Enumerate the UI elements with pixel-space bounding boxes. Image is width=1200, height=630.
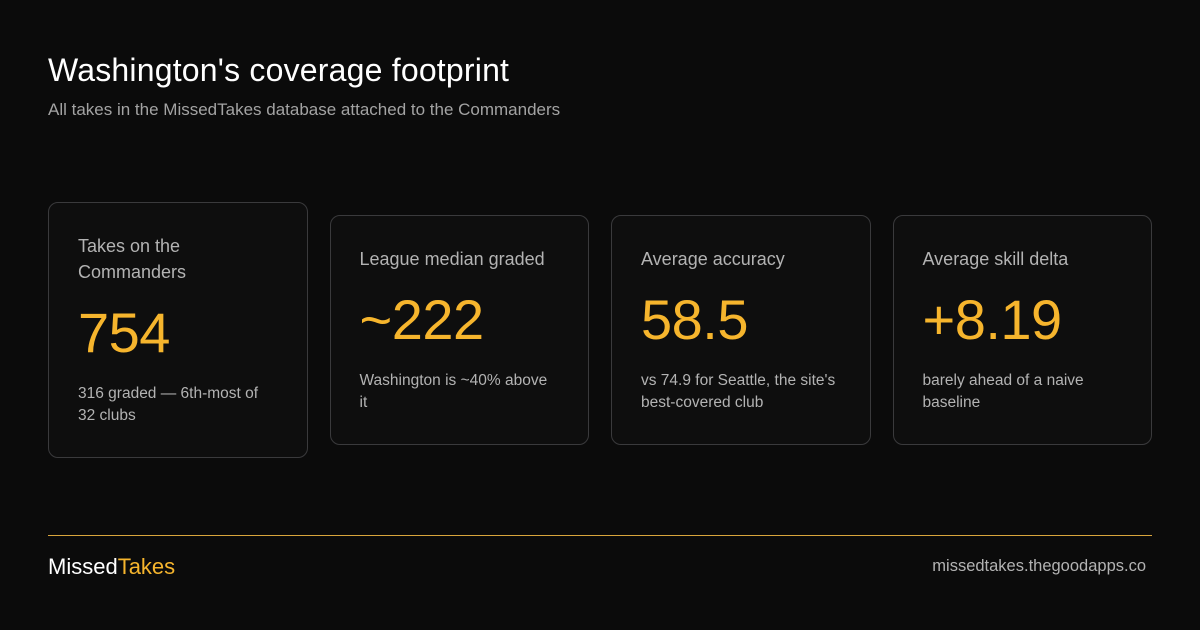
stat-card-note: Washington is ~40% above it <box>359 372 548 411</box>
stat-card-note: vs 74.9 for Seattle, the site's best-cov… <box>641 372 836 411</box>
stat-card-league-median: League median graded ~222 Washington is … <box>329 215 589 445</box>
site-url[interactable]: missedtakes.thegoodapps.co <box>932 557 1146 575</box>
stat-card-takes: Takes on the Commanders 754 316 graded —… <box>48 202 308 458</box>
stat-card-note: 316 graded — 6th-most of 32 clubs <box>78 385 259 424</box>
stat-card-value: 754 <box>78 301 170 364</box>
stat-card-value: 58.5 <box>641 288 748 351</box>
footer-divider <box>48 535 1152 536</box>
stat-card-skill-delta: Average skill delta +8.19 barely ahead o… <box>892 215 1152 445</box>
stat-card-label: Average accuracy <box>641 249 785 269</box>
stat-card-label: Average skill delta <box>922 249 1069 269</box>
stat-card-value: +8.19 <box>922 288 1063 351</box>
stat-cards: Takes on the Commanders 754 316 graded —… <box>48 202 1152 458</box>
stat-card-accuracy: Average accuracy 58.5 vs 74.9 for Seattl… <box>611 215 871 445</box>
stat-card-value: ~222 <box>359 288 485 351</box>
stat-card-label: League median graded <box>359 249 545 269</box>
brand-logo[interactable]: MissedTakes <box>48 554 175 580</box>
page-subtitle: All takes in the MissedTakes database at… <box>48 100 561 119</box>
stat-card-note: barely ahead of a naive baseline <box>922 372 1084 411</box>
brand-name-part2: Takes <box>117 554 176 579</box>
page-title: Washington's coverage footprint <box>48 52 510 88</box>
brand-name-part1: Missed <box>48 554 118 579</box>
stat-card-label: Takes on the Commanders <box>78 236 187 282</box>
